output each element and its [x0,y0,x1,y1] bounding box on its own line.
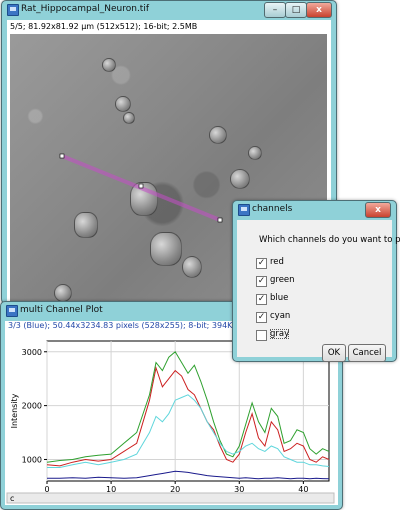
cell-body [150,232,182,266]
x-tick-label: 40 [298,485,308,494]
ok-button[interactable]: OK [322,344,346,362]
y-tick-label: 2000 [22,402,42,411]
x-tick-label: 20 [170,485,180,494]
image-info: 5/5; 81.92x81.92 µm (512x512); 16-bit; 2… [10,22,198,31]
line-handle[interactable] [217,217,223,223]
plot-window[interactable]: multi Channel Plot 3/3 (Blue); 50.44x323… [0,301,343,510]
image-window-title: Rat_Hippocampal_Neuron.tif [21,4,150,14]
cell-body [230,169,250,189]
checkbox-label: blue [270,293,289,303]
checkbox-red[interactable]: ✓ [256,258,267,269]
image-window-titlebar[interactable]: Rat_Hippocampal_Neuron.tif – □ x [2,1,336,19]
line-selection[interactable] [10,34,327,308]
y-tick-label: 3000 [22,348,42,357]
checkbox-blue[interactable]: ✓ [256,294,267,305]
x-tick-label: 10 [106,485,116,494]
plot-window-content: 3/3 (Blue); 50.44x3234.83 pixels (528x25… [5,321,338,505]
cell-body [182,256,202,278]
cell-body [209,126,227,144]
dialog-titlebar[interactable]: channels x [233,201,396,219]
channel-plot[interactable]: 010203040100020003000Distance(µm)Intensi… [5,331,336,505]
cancel-button[interactable]: Cancel [348,344,386,362]
series-line [47,470,330,480]
checkbox-green[interactable]: ✓ [256,276,267,287]
scroll-left-arrow[interactable]: c [10,494,14,503]
dialog-content: Which channels do you want to plot? ✓ re… [237,220,400,362]
dialog-question: Which channels do you want to plot? [259,235,400,245]
x-tick-label: 0 [44,485,49,494]
line-handle[interactable] [59,153,65,159]
cell-body [102,58,116,72]
checkbox-gray[interactable] [256,330,267,341]
x-tick-label: 30 [234,485,244,494]
checkbox-label: green [270,275,295,285]
series-line [47,394,330,468]
series-line [46,351,330,463]
checkbox-label: gray [270,329,290,339]
channels-dialog[interactable]: channels x Which channels do you want to… [232,200,400,362]
checkbox-label: red [270,257,284,267]
plot-window-title: multi Channel Plot [20,305,103,315]
line-handle[interactable] [138,183,144,189]
checkbox-cyan[interactable]: ✓ [256,312,267,323]
series-line [46,365,330,467]
close-button[interactable]: x [306,2,332,18]
y-tick-label: 1000 [22,455,42,464]
cell-body [123,112,135,124]
checkbox-label: cyan [270,311,291,321]
y-axis-label: Intensity [10,393,19,428]
app-icon [238,204,250,216]
cell-body [115,96,131,112]
cell-body [248,146,262,160]
app-icon [7,4,19,16]
cell-body [74,212,98,238]
horizontal-scrollbar[interactable] [6,492,335,504]
minimize-button[interactable]: – [264,2,286,18]
plot-window-titlebar[interactable]: multi Channel Plot [1,302,342,320]
dialog-close-button[interactable]: x [365,202,391,218]
plot-info: 3/3 (Blue); 50.44x3234.83 pixels (528x25… [8,321,233,330]
app-icon [6,305,18,317]
dialog-title: channels [252,204,293,214]
plot-area [46,340,330,482]
maximize-button[interactable]: □ [285,2,307,18]
